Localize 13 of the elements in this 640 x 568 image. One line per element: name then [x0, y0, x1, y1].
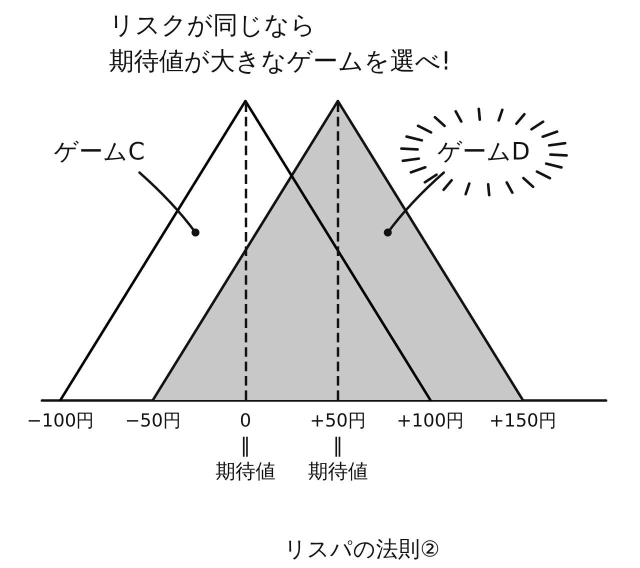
- x-tick-label: +100円: [396, 410, 464, 432]
- x-tick-label: −50円: [124, 410, 181, 432]
- chart-title: リスクが同じなら: [109, 10, 316, 40]
- x-tick-label: +150円: [489, 410, 557, 432]
- chart-subtitle: 期待値が大きなゲームを選べ!: [109, 46, 452, 76]
- x-tick-label: 0: [240, 410, 252, 432]
- x-tick-label: −100円: [26, 410, 94, 432]
- text: ゲームC: [54, 138, 145, 166]
- text: リスパの法則②: [284, 538, 440, 562]
- ref-line-label: ‖ 期待値: [308, 433, 368, 483]
- legend-label: ゲームD: [438, 138, 530, 166]
- ref-line-label: ‖ 期待値: [215, 433, 276, 483]
- x-tick-label: +50円: [310, 410, 366, 432]
